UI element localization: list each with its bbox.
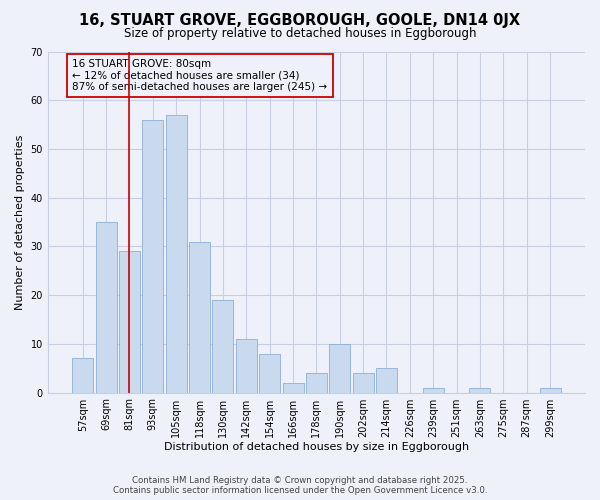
Y-axis label: Number of detached properties: Number of detached properties [15,134,25,310]
Text: 16 STUART GROVE: 80sqm
← 12% of detached houses are smaller (34)
87% of semi-det: 16 STUART GROVE: 80sqm ← 12% of detached… [72,59,328,92]
Bar [423,388,444,392]
Bar [95,222,116,392]
Text: Size of property relative to detached houses in Eggborough: Size of property relative to detached ho… [124,28,476,40]
X-axis label: Distribution of detached houses by size in Eggborough: Distribution of detached houses by size … [164,442,469,452]
Bar [236,339,257,392]
Bar [142,120,163,392]
Bar [72,358,93,392]
Bar [119,252,140,392]
Bar [539,388,560,392]
Bar [469,388,490,392]
Bar [166,115,187,392]
Bar [353,373,374,392]
Bar [259,354,280,393]
Bar [212,300,233,392]
Bar [329,344,350,393]
Text: 16, STUART GROVE, EGGBOROUGH, GOOLE, DN14 0JX: 16, STUART GROVE, EGGBOROUGH, GOOLE, DN1… [79,12,521,28]
Bar [189,242,210,392]
Bar [283,383,304,392]
Text: Contains HM Land Registry data © Crown copyright and database right 2025.
Contai: Contains HM Land Registry data © Crown c… [113,476,487,495]
Bar [306,373,327,392]
Bar [376,368,397,392]
